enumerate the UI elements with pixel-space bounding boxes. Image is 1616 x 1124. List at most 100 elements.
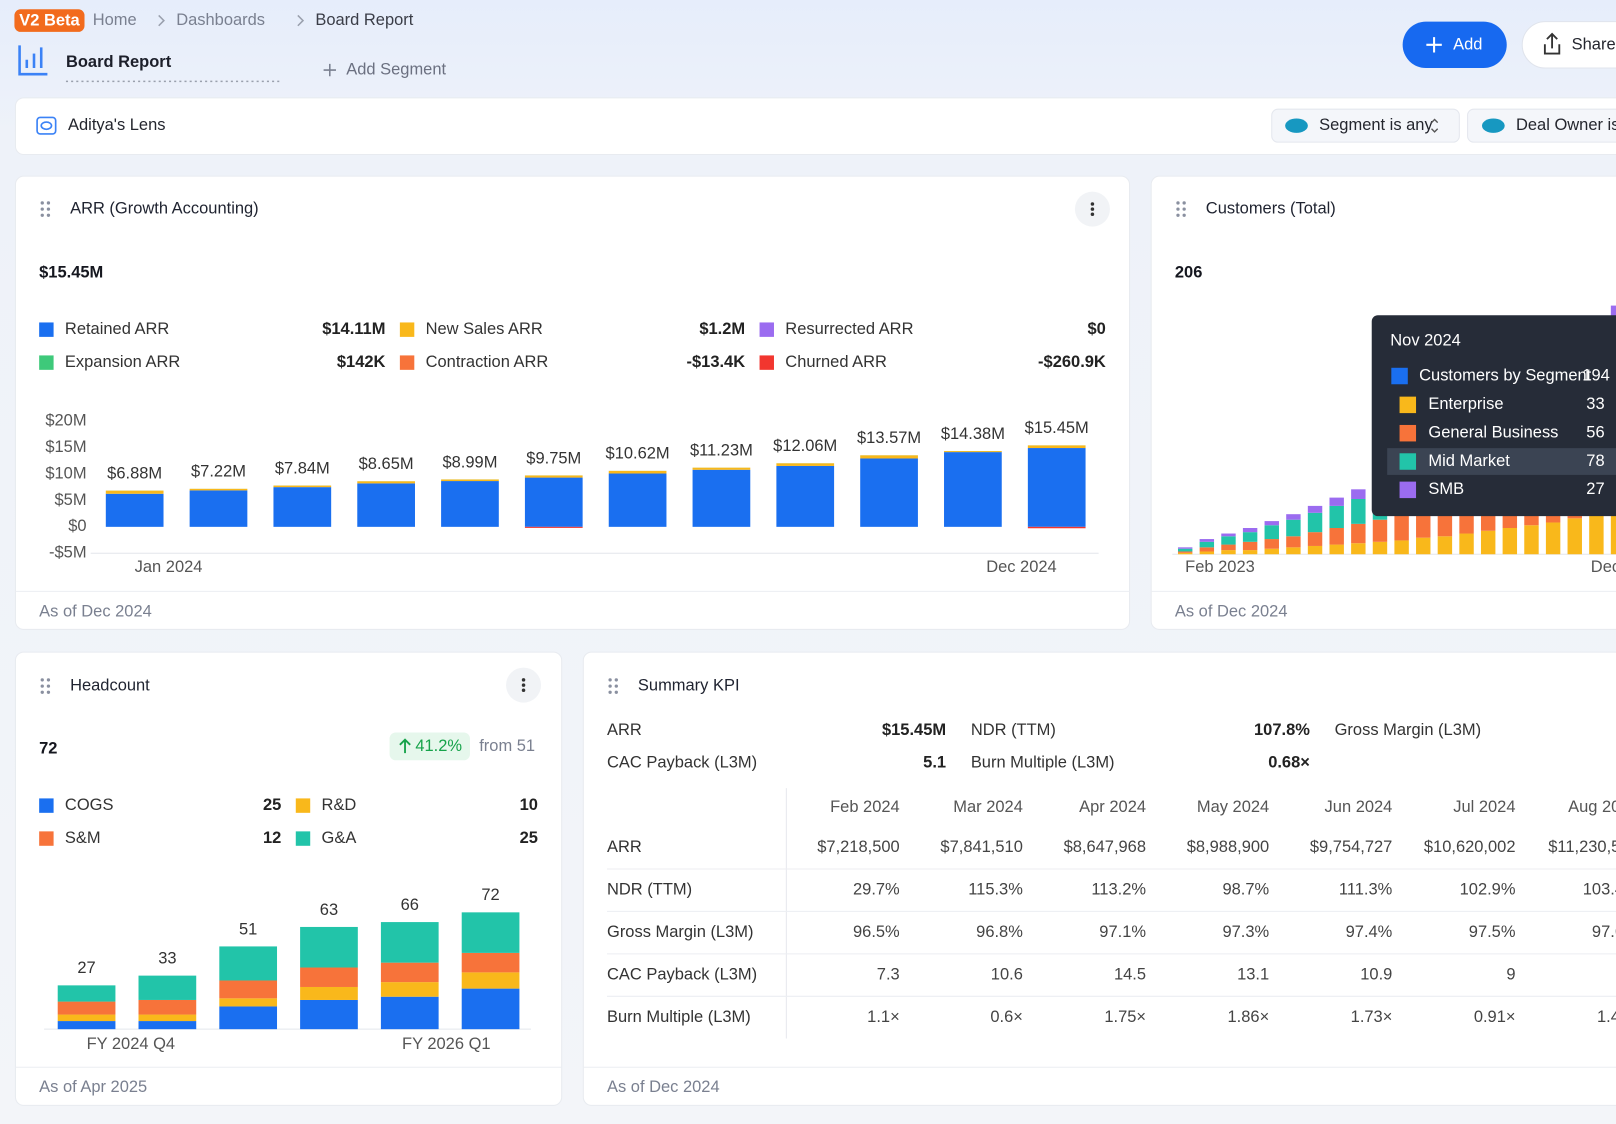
table-cell: $7,218,500 <box>817 838 899 856</box>
filter-text[interactable]: Deal Owner is any <box>1516 116 1616 134</box>
legend-name: Churned ARR <box>785 353 887 371</box>
bar-segment <box>357 483 415 527</box>
add-button[interactable] <box>1402 21 1507 68</box>
breadcrumb-home[interactable]: Home <box>93 11 137 29</box>
tooltip-swatch <box>1399 396 1417 414</box>
bar-segment <box>1177 548 1193 552</box>
share-button[interactable] <box>1521 21 1616 69</box>
bar-segment <box>1242 528 1258 533</box>
add-button-text[interactable]: Add <box>1453 36 1482 54</box>
card-title: ARR (Growth Accounting) <box>70 199 259 217</box>
x-tick-label: Jan 2024 <box>135 558 203 576</box>
kpi-value: 72 <box>39 739 57 757</box>
y-tick-label: $20M <box>45 412 86 430</box>
kpi-value: 0.68× <box>1268 754 1310 772</box>
bar-segment <box>357 481 415 484</box>
bar-segment <box>1286 514 1301 520</box>
filter-text[interactable]: Segment is any <box>1319 116 1433 134</box>
table-cell: 29.7% <box>853 881 900 899</box>
bar-segment <box>273 487 332 527</box>
share-button-text[interactable]: Share <box>1572 36 1616 54</box>
bar-total-label: $7.22M <box>191 463 246 481</box>
bar-segment <box>860 458 918 527</box>
change-value: 41.2% <box>415 737 462 755</box>
bar-segment <box>776 463 835 466</box>
filter-chip[interactable] <box>1467 108 1616 143</box>
row-label: Gross Margin (L3M) <box>607 923 753 941</box>
table-cell: 113.2% <box>1091 881 1146 899</box>
bar-segment <box>1199 541 1215 548</box>
drag-handle <box>614 684 618 688</box>
report-icon <box>18 45 48 76</box>
legend-swatch <box>295 831 311 846</box>
bar-total-label: $7.84M <box>275 459 330 477</box>
bar-segment <box>1027 448 1086 527</box>
table-cell: 1.86× <box>1228 1008 1270 1026</box>
kpi-label: ARR <box>607 721 642 739</box>
bar-segment <box>1329 505 1344 529</box>
table-header: Feb 2024 <box>830 798 900 816</box>
legend-name: S&M <box>65 829 101 847</box>
bar-total-label: $14.38M <box>941 425 1005 443</box>
row-label: Burn Multiple (L3M) <box>607 1008 751 1026</box>
summary-card <box>582 651 1616 1106</box>
drag-handle <box>40 684 44 688</box>
drag-handle <box>1182 207 1186 211</box>
bar-segment <box>1307 545 1323 555</box>
plus-icon <box>1426 37 1442 53</box>
legend-name: Resurrected ARR <box>785 320 913 338</box>
bar-segment <box>189 490 248 527</box>
table-cell: 1.73× <box>1351 1008 1393 1026</box>
bar-segment <box>1264 521 1279 526</box>
change-badge <box>389 732 470 761</box>
table-cell: 1.75× <box>1104 1008 1146 1026</box>
card-title: Customers (Total) <box>1206 199 1336 217</box>
table-cell: 96.5% <box>853 923 900 941</box>
bar-segment <box>1221 533 1236 537</box>
breadcrumb-dashboards[interactable]: Dashboards <box>176 11 265 29</box>
table-cell: 10.6 <box>991 966 1023 984</box>
bar-segment <box>300 999 358 1030</box>
table-cell: $11,230,500 <box>1548 838 1616 856</box>
table-cell: 10.9 <box>1360 966 1392 984</box>
legend-swatch <box>39 355 54 370</box>
bar-segment <box>105 490 164 494</box>
plus-icon <box>323 63 336 77</box>
bar-segment <box>1351 498 1366 524</box>
drag-handle <box>40 201 44 205</box>
legend-swatch <box>39 322 54 337</box>
table-header: May 2024 <box>1197 798 1269 816</box>
bar-segment <box>1567 518 1582 555</box>
bar-total-label: $9.75M <box>526 449 581 467</box>
bar-segment <box>219 998 278 1007</box>
kpi-label: CAC Payback (L3M) <box>607 754 757 772</box>
y-tick-label: $5M <box>55 491 87 509</box>
drag-handle <box>40 678 44 682</box>
bar-segment <box>57 985 116 1002</box>
legend-swatch <box>399 355 415 370</box>
legend-swatch <box>399 322 415 337</box>
bar-segment <box>300 967 358 987</box>
change-from: from 51 <box>479 737 535 755</box>
add-segment[interactable]: Add Segment <box>346 60 446 78</box>
page-title[interactable]: Board Report <box>66 53 172 71</box>
bar-segment <box>1545 522 1561 555</box>
bar-segment <box>138 1014 197 1022</box>
drag-handle <box>614 690 618 694</box>
bar-segment <box>1286 547 1301 555</box>
drag-handle <box>608 690 612 694</box>
bar-segment <box>57 1021 116 1030</box>
bar-segment <box>441 481 499 527</box>
filter-chip[interactable] <box>1271 108 1460 143</box>
lens-title[interactable]: Aditya's Lens <box>68 116 165 134</box>
bar-segment <box>1610 511 1616 555</box>
bar-segment <box>1329 497 1344 506</box>
x-tick-label: FY 2024 Q4 <box>87 1035 176 1053</box>
tooltip-value: 27 <box>1586 480 1604 498</box>
x-tick-label: Feb 2023 <box>1185 558 1255 576</box>
bar-total-label: $10.62M <box>606 445 670 463</box>
bar-total-label: $11.23M <box>690 441 753 459</box>
legend-name: R&D <box>322 796 357 814</box>
card-title: Summary KPI <box>638 676 740 694</box>
table-header: Jun 2024 <box>1325 798 1393 816</box>
